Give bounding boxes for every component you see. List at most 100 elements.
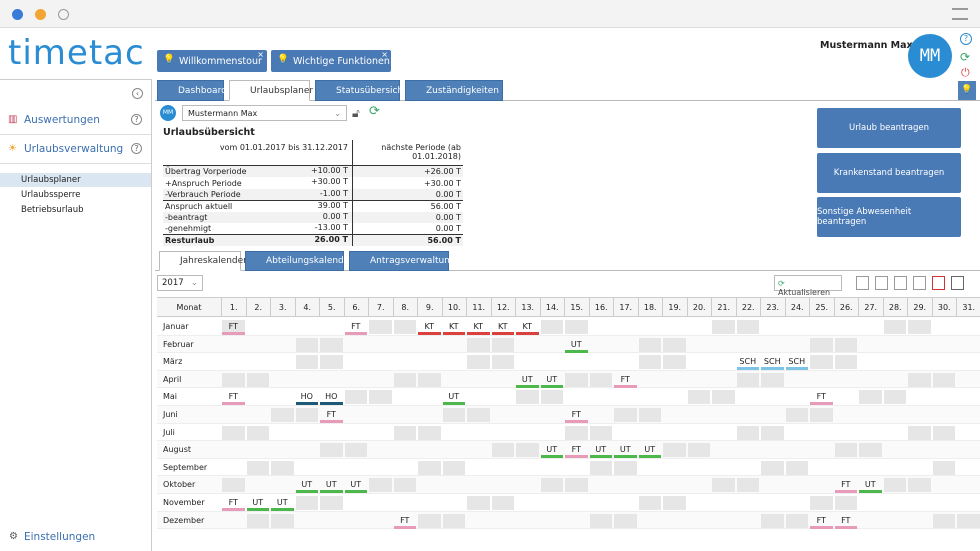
absence[interactable]: UT (540, 373, 563, 388)
absence[interactable]: HO (295, 390, 318, 406)
lock-icon[interactable]: 🔓︎ (352, 106, 360, 120)
close[interactable]: × (257, 50, 264, 59)
power-icon[interactable]: ⏻ (961, 66, 970, 79)
weekend (540, 320, 563, 334)
sidebar-item[interactable]: Betriebsurlaub (21, 205, 84, 215)
tab[interactable]: Dashboard (157, 80, 227, 101)
absence[interactable]: UT (540, 443, 563, 459)
day-header: 29. (907, 298, 932, 317)
sidebar-section[interactable]: Auswertungen (24, 114, 100, 126)
tab[interactable]: Statusübersicht (315, 80, 407, 101)
absence[interactable]: SCH (761, 355, 784, 371)
action-button[interactable]: Sonstige Abwesenheit beantragen (817, 197, 961, 237)
month-label: November (163, 498, 205, 507)
weekend (222, 425, 245, 440)
absence[interactable]: UT (516, 373, 539, 388)
top-tab[interactable]: Willkommenstour × 💡 (157, 50, 267, 72)
absence[interactable]: UT (614, 443, 637, 459)
absence[interactable]: FT (222, 320, 245, 335)
collapse[interactable]: ‹ (132, 88, 143, 99)
weekend (516, 443, 539, 458)
weekend (418, 460, 441, 475)
tip-icon[interactable]: 💡 (958, 81, 976, 100)
absence[interactable]: UT (442, 390, 465, 406)
absence[interactable]: KT (418, 320, 441, 335)
row-bg (157, 353, 980, 371)
year-select[interactable]: 2017 ⌄ (157, 275, 203, 291)
absence[interactable]: FT (834, 514, 857, 529)
absence[interactable]: FT (810, 390, 833, 406)
weekend (467, 337, 490, 352)
weekend (932, 460, 955, 475)
sidebar-section[interactable]: Urlaubsverwaltung (24, 143, 124, 155)
day-header: 19. (662, 298, 687, 317)
weekend (369, 390, 392, 405)
sidebar-footer[interactable]: Einstellungen (24, 531, 96, 543)
weekend (418, 372, 441, 387)
employee-select[interactable]: Mustermann Max ⌄ (182, 105, 347, 121)
close[interactable]: × (381, 50, 388, 59)
weekend (393, 372, 416, 387)
weekend (589, 513, 612, 528)
absence[interactable]: FT (222, 390, 245, 406)
top-tab[interactable]: Wichtige Funktionen × 💡 (271, 50, 391, 72)
action-button[interactable]: Krankenstand beantragen (817, 153, 961, 193)
absence[interactable]: FT (222, 496, 245, 511)
subtab[interactable]: Abteilungskalender (245, 251, 353, 271)
absence[interactable]: UT (565, 338, 588, 353)
gear: ⚙ (9, 531, 18, 542)
absence[interactable]: UT (589, 443, 612, 459)
absence[interactable]: FT (344, 320, 367, 335)
absence[interactable]: FT (834, 478, 857, 494)
weekend (736, 320, 759, 334)
absence[interactable]: UT (859, 478, 882, 494)
sidebar-item[interactable]: Urlaubsplaner (0, 173, 151, 187)
absence[interactable]: KT (442, 320, 465, 335)
tab[interactable]: Zuständigkeiten (405, 80, 503, 101)
refresh-icon[interactable]: ⟳ (369, 104, 380, 119)
absence[interactable]: UT (638, 443, 661, 459)
weekend (222, 478, 245, 493)
absence[interactable]: KT (516, 320, 539, 335)
help-icon[interactable]: ? (960, 33, 972, 45)
row-label: Übertrag Vorperiode (165, 167, 247, 177)
weekend (859, 443, 882, 458)
absence[interactable]: KT (467, 320, 490, 335)
absence[interactable]: UT (344, 478, 367, 494)
absence[interactable]: UT (246, 496, 269, 511)
absence[interactable]: UT (320, 478, 343, 494)
absence[interactable]: FT (810, 514, 833, 529)
absence[interactable]: FT (393, 514, 416, 529)
absence[interactable]: FT (614, 373, 637, 388)
day-header: 30. (931, 298, 956, 317)
weekend (320, 496, 343, 510)
weekend (589, 425, 612, 440)
absence[interactable]: HO (320, 390, 343, 406)
day-header: 9. (417, 298, 442, 317)
absence[interactable]: FT (565, 408, 588, 423)
month-label: Dezember (163, 515, 205, 525)
day-header: 15. (564, 298, 589, 317)
sidebar-item[interactable]: Urlaubssperre (21, 190, 81, 200)
absence[interactable]: FT (320, 408, 343, 423)
row-bg (157, 388, 980, 406)
absence[interactable]: SCH (785, 355, 808, 371)
absence[interactable]: SCH (736, 355, 759, 371)
absence[interactable]: UT (295, 478, 318, 494)
weekend (222, 320, 245, 334)
absence[interactable]: KT (491, 320, 514, 335)
subtab[interactable]: Jahreskalender (159, 251, 247, 271)
refresh-button[interactable]: ⟳ Aktualisieren (774, 275, 842, 297)
reload-icon[interactable]: ⟳ (960, 50, 971, 64)
weekend (712, 478, 735, 493)
weekend (883, 478, 906, 493)
user-avatar[interactable]: MM (908, 34, 952, 78)
subtab[interactable]: Antragsverwaltung (349, 251, 456, 271)
weekend (320, 337, 343, 352)
weekend (540, 390, 563, 405)
tab[interactable]: Urlaubsplaner (229, 80, 313, 101)
absence[interactable]: UT (271, 496, 294, 511)
day-header: 28. (882, 298, 907, 317)
action-button[interactable]: Urlaub beantragen (817, 108, 961, 148)
absence[interactable]: FT (565, 443, 588, 459)
